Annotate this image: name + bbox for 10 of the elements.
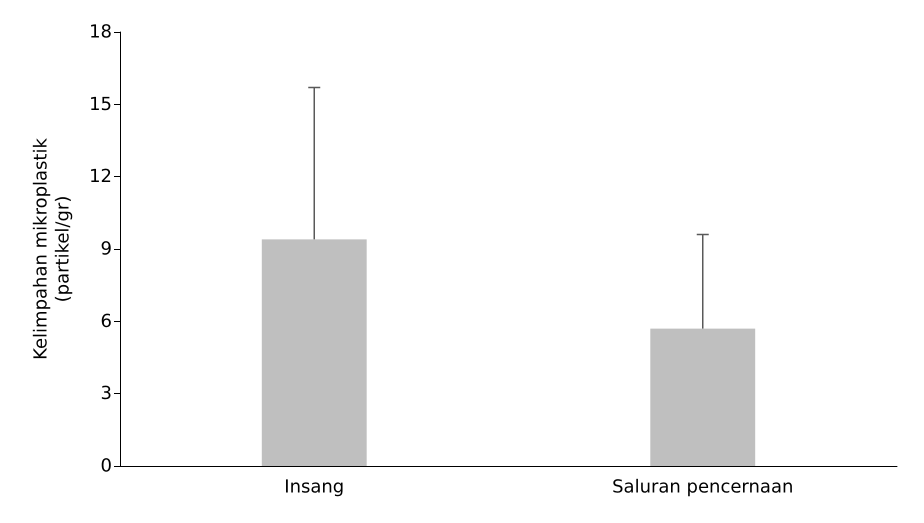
x-tick-label: Saluran pencernaan [612,476,794,498]
y-tick-label: 3 [100,383,112,404]
y-tick-label: 12 [89,166,112,188]
y-axis-title: Kelimpahan mikroplastik (partikel/gr) [30,138,74,360]
y-tick-label: 9 [100,238,112,260]
y-tick-label: 15 [89,94,112,115]
x-tick-label: Insang [284,476,344,498]
y-tick-label: 0 [100,456,112,476]
y-tick-label: 6 [100,310,112,332]
y-tick-label: 18 [89,22,112,42]
